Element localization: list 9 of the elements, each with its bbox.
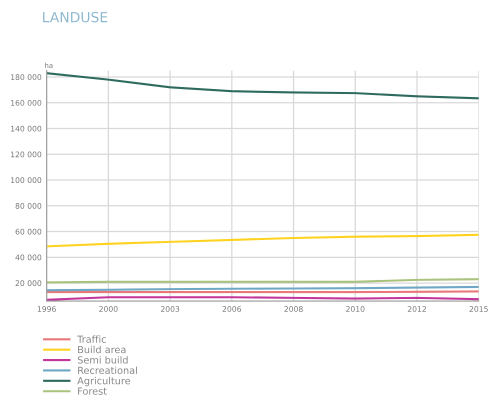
- legend-label: Recreational: [78, 366, 137, 374]
- legend-label: Semi build: [78, 356, 128, 364]
- legend-label: Traffic: [77, 335, 106, 343]
- legend-label: Build area: [78, 346, 126, 354]
- line-series: [46, 72, 479, 100]
- legend-label: Agriculture: [77, 376, 130, 386]
- line-series: [46, 234, 479, 248]
- chart-title: LANDUSE: [43, 12, 108, 22]
- legend-label: Forest: [78, 388, 107, 395]
